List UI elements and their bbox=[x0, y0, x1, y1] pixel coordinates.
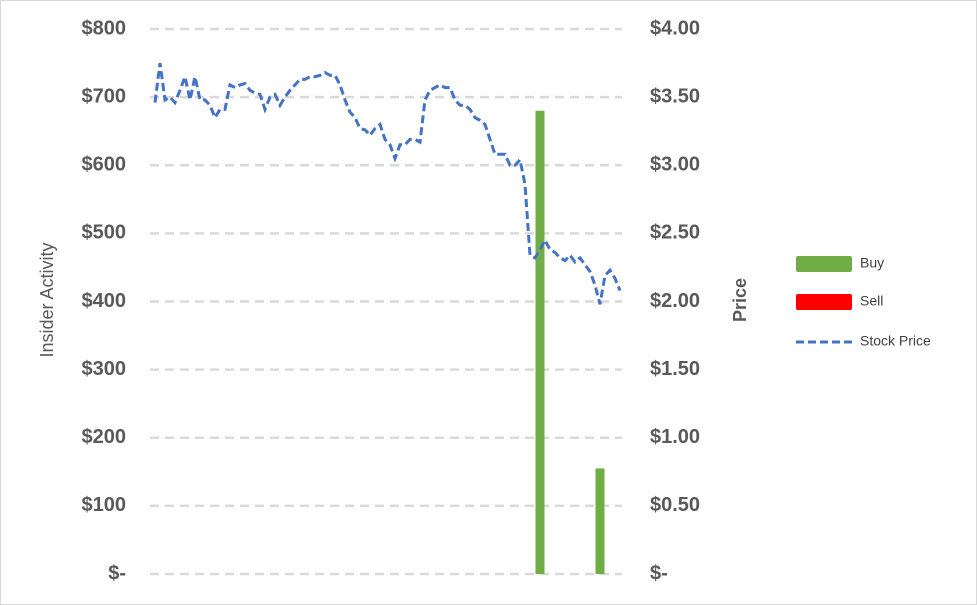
y2-tick-label: $4.00 bbox=[650, 17, 700, 39]
y2-axis-title: Price bbox=[730, 278, 750, 322]
bar bbox=[535, 110, 545, 574]
y2-tick-label: $3.00 bbox=[650, 154, 700, 176]
y-axis-title: Insider Activity bbox=[37, 242, 57, 357]
legend-swatch bbox=[796, 256, 852, 272]
legend-label: Sell bbox=[860, 293, 883, 309]
y-tick-label: $100 bbox=[82, 494, 127, 516]
y2-tick-label: $0.50 bbox=[650, 494, 700, 516]
y2-tick-label: $2.00 bbox=[650, 290, 700, 312]
y-tick-label: $- bbox=[108, 562, 126, 584]
y2-tick-label: $1.00 bbox=[650, 426, 700, 448]
y-tick-label: $700 bbox=[82, 85, 127, 107]
legend-swatch bbox=[796, 294, 852, 310]
y2-tick-label: $1.50 bbox=[650, 358, 700, 380]
y-tick-label: $400 bbox=[82, 290, 127, 312]
y2-tick-label: $2.50 bbox=[650, 222, 700, 244]
y-tick-label: $500 bbox=[82, 222, 127, 244]
bar bbox=[595, 468, 605, 574]
legend-label: Stock Price bbox=[860, 333, 931, 349]
y-tick-label: $800 bbox=[82, 17, 127, 39]
y-tick-label: $300 bbox=[82, 358, 127, 380]
y2-tick-label: $3.50 bbox=[650, 85, 700, 107]
price-line bbox=[153, 62, 622, 305]
y2-tick-label: $- bbox=[650, 562, 668, 584]
y-tick-label: $600 bbox=[82, 154, 127, 176]
legend-label: Buy bbox=[860, 255, 884, 271]
y-tick-label: $200 bbox=[82, 426, 127, 448]
